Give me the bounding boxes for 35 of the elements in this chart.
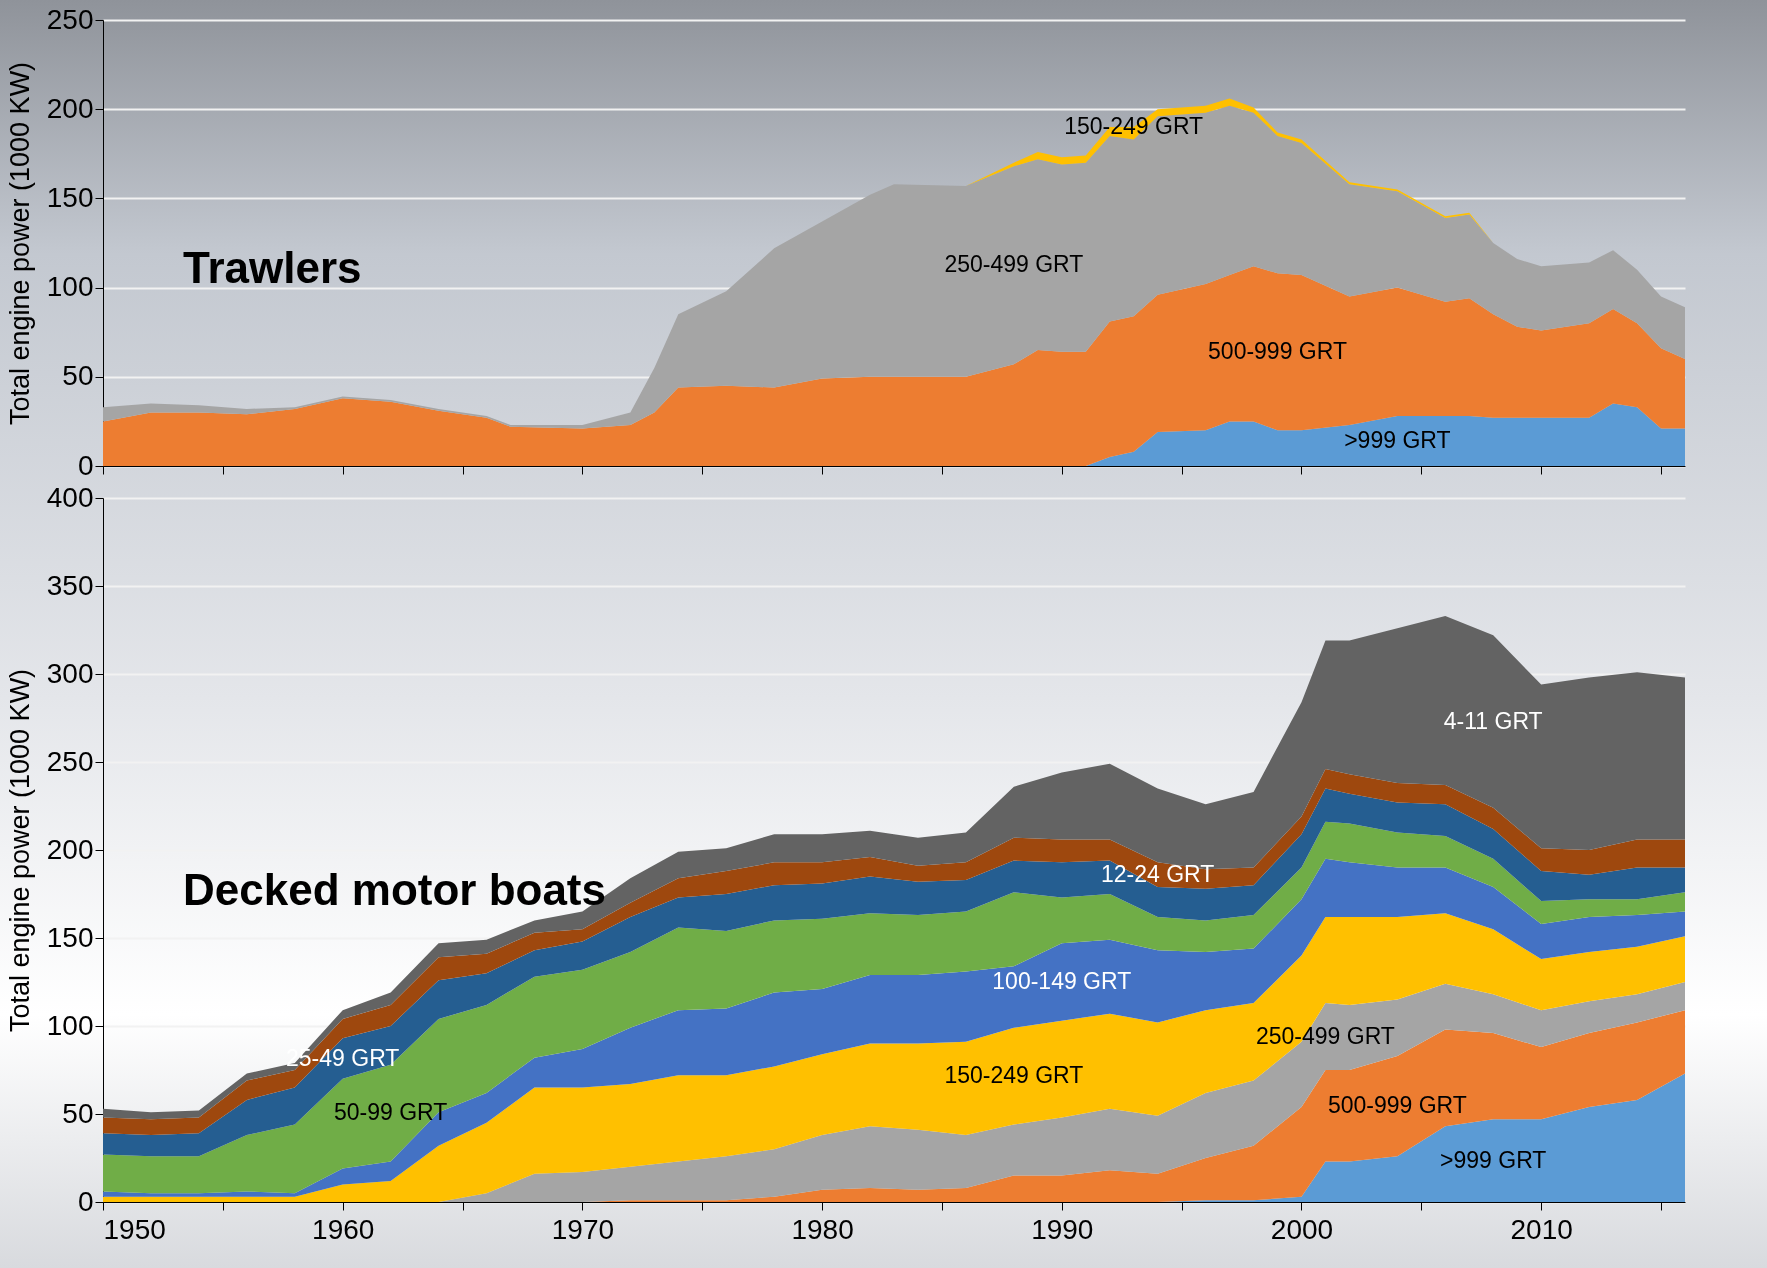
series-label: 250-499 GRT bbox=[944, 251, 1084, 278]
y-axis-title: Total engine power (1000 KW) bbox=[4, 668, 35, 1033]
x-tick-label: 1960 bbox=[312, 1213, 375, 1245]
y-tick-label: 200 bbox=[46, 833, 94, 865]
y-tick-label: 150 bbox=[46, 921, 94, 953]
series-label: >999 GRT bbox=[1440, 1146, 1547, 1173]
x-tick-label: 1970 bbox=[551, 1213, 615, 1245]
x-tick-label: 1980 bbox=[791, 1213, 854, 1245]
y-tick-label: 300 bbox=[46, 657, 94, 689]
y-tick-label: 50 bbox=[62, 1097, 94, 1129]
series-label: 4-11 GRT bbox=[1443, 707, 1543, 734]
y-tick-label: 100 bbox=[46, 1009, 94, 1041]
series-label: 150-249 GRT bbox=[944, 1062, 1084, 1089]
x-tick-label: 1950 bbox=[103, 1213, 166, 1245]
text: Trawlers bbox=[183, 242, 362, 292]
x-tick-label: 2010 bbox=[1510, 1213, 1573, 1245]
series-label: >999 GRT bbox=[1344, 427, 1451, 454]
y-tick-label: 250 bbox=[46, 745, 94, 777]
x-tick-label: 1990 bbox=[1031, 1213, 1094, 1245]
series-label: 500-999 GRT bbox=[1208, 337, 1347, 364]
y-tick-label: 150 bbox=[46, 181, 94, 213]
x-tick-label: 2000 bbox=[1270, 1213, 1334, 1245]
y-tick-label: 350 bbox=[46, 569, 94, 601]
series-label: 500-999 GRT bbox=[1327, 1092, 1467, 1119]
y-tick-label: 400 bbox=[46, 481, 94, 513]
y-tick-label: 0 bbox=[77, 1185, 94, 1217]
y-tick-label: 50 bbox=[62, 360, 94, 392]
text: Decked motor boats bbox=[183, 865, 606, 915]
series-label: 100-149 GRT bbox=[992, 968, 1132, 994]
y-tick-label: 0 bbox=[77, 449, 94, 481]
y-tick-label: 100 bbox=[46, 271, 94, 303]
series-label: 50-99 GRT bbox=[333, 1099, 448, 1126]
y-tick-label: 200 bbox=[46, 92, 94, 124]
y-tick-label: 250 bbox=[46, 3, 94, 35]
y-axis-title: Total engine power (1000 KW) bbox=[4, 61, 35, 426]
